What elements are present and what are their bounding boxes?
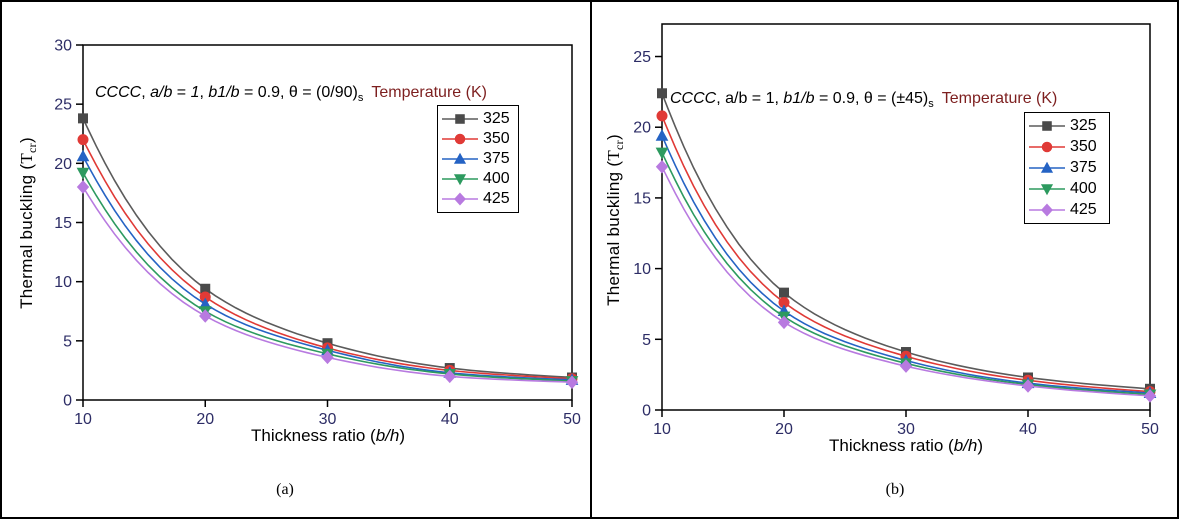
x-axis-label-var: b/h	[375, 426, 400, 445]
annotation-segment: a/b	[150, 84, 173, 101]
annotation-segment: Temperature (K)	[941, 90, 1058, 107]
square-icon	[442, 114, 478, 124]
svg-text:40: 40	[441, 411, 459, 428]
y-axis-label-a: Thermal buckling (Tcr)	[17, 137, 39, 309]
annotation-segment: ,	[716, 90, 726, 107]
svg-text:5: 5	[63, 333, 72, 350]
legend-label: 425	[1070, 200, 1097, 218]
x-axis-label-close: )	[399, 426, 406, 445]
legend-b: 325 350 375 400 425	[1024, 112, 1110, 224]
legend-label: 425	[483, 190, 510, 207]
x-axis-label-a: Thickness ratio (b/h)	[251, 426, 405, 446]
triangle-up-icon	[442, 152, 478, 164]
legend-label: 350	[483, 130, 510, 147]
annotation-segment: θ = (0/90)	[288, 84, 358, 101]
svg-text:50: 50	[563, 411, 581, 428]
svg-text:5: 5	[642, 332, 651, 349]
svg-text:40: 40	[1019, 421, 1037, 438]
annotation-segment: b1/b	[208, 84, 240, 101]
diamond-icon	[1029, 203, 1065, 217]
x-axis-label-text: Thickness ratio (	[828, 436, 954, 455]
triangle-down-icon	[442, 174, 478, 186]
svg-text:25: 25	[633, 49, 651, 66]
legend-a: 325 350 375 400 425	[437, 105, 519, 213]
y-axis-label-text: Thermal buckling (	[604, 160, 623, 306]
legend-label: 400	[483, 170, 510, 187]
y-axis-label-subscript: cr	[25, 143, 39, 153]
annotation-segment: a/b = 1,	[725, 90, 784, 107]
svg-text:10: 10	[633, 261, 651, 278]
legend-item-400: 400	[442, 169, 512, 189]
annotation-segment: = 0.9,	[239, 84, 289, 101]
svg-text:15: 15	[54, 215, 72, 232]
y-axis-label-text: Thermal buckling (	[17, 163, 36, 309]
legend-item-425: 425	[442, 189, 512, 209]
annotation-segment: =	[172, 84, 191, 101]
svg-text:30: 30	[319, 411, 337, 428]
annotation-segment: Temperature (K)	[371, 84, 487, 101]
svg-text:15: 15	[633, 190, 651, 207]
svg-text:20: 20	[196, 411, 214, 428]
x-axis-label-b: Thickness ratio (b/h)	[829, 436, 983, 456]
panel-label-a: (a)	[276, 481, 294, 498]
circle-icon	[1029, 141, 1065, 153]
panel-divider	[590, 2, 592, 517]
svg-text:20: 20	[775, 421, 793, 438]
y-axis-label-T: T	[604, 149, 623, 161]
y-axis-label-T: T	[17, 152, 36, 164]
legend-label: 350	[1070, 138, 1097, 156]
triangle-down-icon	[1029, 184, 1065, 196]
annotation-segment: 1	[190, 84, 200, 101]
y-axis-label-subscript: cr	[612, 140, 626, 150]
annotation-segment	[934, 90, 942, 107]
legend-item-350: 350	[442, 129, 512, 149]
x-axis-label-close: )	[977, 436, 984, 455]
svg-text:25: 25	[54, 97, 72, 114]
svg-text:30: 30	[54, 38, 72, 55]
chart-annotation-a: CCCC, a/b = 1, b1/b = 0.9, θ = (0/90)s T…	[95, 84, 487, 104]
annotation-segment: θ = (±45)	[863, 90, 929, 107]
svg-text:0: 0	[63, 393, 72, 410]
legend-label: 375	[1070, 158, 1097, 176]
legend-item-375: 375	[442, 149, 512, 169]
annotation-segment: ,	[199, 84, 209, 101]
legend-item-375: 375	[1029, 158, 1103, 178]
svg-text:30: 30	[897, 421, 915, 438]
annotation-segment: b1/b	[783, 90, 815, 107]
legend-item-325: 325	[442, 109, 512, 129]
legend-item-400: 400	[1029, 179, 1103, 199]
square-icon	[1029, 121, 1065, 132]
annotation-segment: s	[357, 92, 364, 105]
legend-item-425: 425	[1029, 200, 1103, 220]
circle-icon	[442, 133, 478, 145]
svg-text:10: 10	[54, 274, 72, 291]
legend-label: 375	[483, 150, 510, 167]
svg-text:0: 0	[642, 403, 651, 420]
x-axis-label-text: Thickness ratio (	[250, 426, 376, 445]
svg-text:10: 10	[653, 421, 671, 438]
svg-text:20: 20	[633, 120, 651, 137]
chart-annotation-b: CCCC, a/b = 1, b1/b = 0.9, θ = (±45)s Te…	[670, 90, 1057, 110]
legend-label: 325	[483, 110, 510, 127]
legend-item-350: 350	[1029, 137, 1103, 157]
annotation-segment: s	[928, 98, 934, 111]
annotation-segment: = 0.9,	[814, 90, 864, 107]
diamond-icon	[442, 192, 478, 206]
annotation-segment: CCCC	[95, 84, 142, 101]
panel-label-b: (b)	[885, 481, 905, 498]
legend-label: 400	[1070, 179, 1097, 197]
legend-label: 325	[1070, 117, 1097, 135]
x-axis-label-var: b/h	[953, 436, 978, 455]
legend-item-325: 325	[1029, 116, 1103, 136]
triangle-up-icon	[1029, 161, 1065, 173]
annotation-segment: ,	[141, 84, 151, 101]
svg-text:10: 10	[74, 411, 92, 428]
svg-text:20: 20	[54, 156, 72, 173]
y-axis-label-b: Thermal buckling (Tcr)	[604, 134, 626, 306]
svg-text:50: 50	[1141, 421, 1159, 438]
annotation-segment: CCCC	[670, 90, 717, 107]
